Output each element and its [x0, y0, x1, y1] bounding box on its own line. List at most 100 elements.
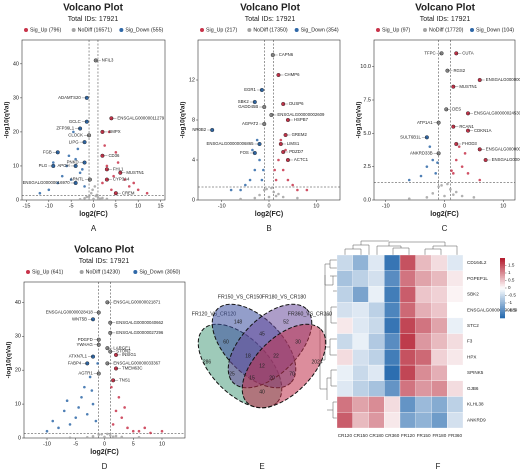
row-dendrogram: [319, 275, 337, 419]
heatmap-cell: [384, 380, 401, 397]
legend-swatch: [133, 270, 138, 274]
x-tick-label: 10: [159, 441, 165, 447]
annotation-label: CHMP6: [284, 72, 300, 77]
annotation-label: ENSGALG00000033367: [113, 361, 161, 366]
data-point: [281, 195, 285, 199]
x-tick-label: 5: [132, 441, 135, 447]
annotation-label: CD36: [108, 153, 120, 158]
x-tick-label: -15: [22, 203, 30, 209]
data-point: [110, 188, 113, 192]
data-point: [120, 435, 124, 439]
data-point: [123, 406, 126, 409]
x-tick-label: -10: [43, 441, 51, 447]
row-label: HPX: [467, 354, 476, 359]
y-tick-label: 20: [15, 368, 21, 374]
annotation-label: PDGFD: [78, 337, 93, 342]
data-point: [100, 432, 103, 436]
data-point: [145, 191, 149, 195]
annotation-label: MUSTN1: [126, 170, 144, 175]
data-point: [65, 164, 68, 168]
data-point: [431, 192, 435, 195]
data-point: [96, 195, 100, 199]
colorbar-label: -1: [508, 300, 513, 305]
heatmap-cell: [399, 364, 416, 381]
venn-count: 18: [245, 353, 251, 359]
heatmap-cell: [447, 254, 464, 271]
heatmap-cell: [336, 396, 353, 413]
data-point: [437, 185, 440, 188]
data-point: [267, 195, 271, 199]
annotation-label: LARGE1: [113, 345, 131, 350]
data-point: [97, 433, 101, 436]
heatmap-cell: [368, 302, 385, 319]
annotation-label: YWHAG: [77, 342, 94, 347]
heatmap-cell: [447, 364, 464, 381]
data-point: [105, 164, 109, 168]
data-point: [96, 362, 99, 365]
colorbar-step: [500, 278, 505, 281]
annotation-label: CYP3A4: [113, 177, 130, 182]
row-label: STC2: [467, 323, 479, 328]
colorbar-step: [500, 270, 505, 273]
plot-frame: [197, 39, 341, 201]
data-point: [93, 185, 97, 188]
data-point: [137, 436, 141, 439]
y-tick-label: 8: [192, 117, 195, 123]
heatmap-cell: [431, 396, 448, 413]
heatmap-cell: [368, 364, 385, 381]
data-point: [434, 172, 437, 175]
data-point: [281, 168, 285, 172]
y-tick-label: 10: [13, 163, 19, 169]
venn-count: 25: [229, 371, 235, 377]
colorbar-step: [500, 272, 505, 275]
venn-count: 30: [295, 339, 301, 345]
heatmap-cell: [431, 270, 448, 287]
colorbar-step: [500, 294, 505, 297]
data-point: [78, 171, 82, 175]
column-label: FR150: [417, 433, 431, 438]
heatmap-cell: [447, 317, 464, 334]
heatmap-cell: [352, 302, 369, 319]
data-point: [101, 196, 104, 200]
venn-count: 2024: [311, 359, 322, 365]
heatmap-cell: [368, 317, 385, 334]
colorbar-step: [500, 316, 505, 319]
legend-label: NoDiff (14230): [86, 269, 121, 275]
x-tick-label: 0: [443, 203, 446, 209]
chart-subtitle: Total IDs: 17921: [420, 16, 471, 23]
annotation-label: AGTR1: [78, 371, 93, 376]
data-point: [160, 429, 164, 433]
annotation-label: RGS2: [453, 68, 465, 73]
legend-swatch: [247, 28, 252, 32]
legend-label: NoDiff (17720): [429, 27, 464, 33]
annotation-label: ATP1A1: [417, 120, 433, 125]
heatmap-cell: [399, 349, 416, 366]
heatmap-cell: [368, 412, 385, 429]
data-point: [284, 148, 287, 152]
annotation-label: TNS1: [119, 377, 131, 382]
data-point: [95, 193, 99, 197]
data-point: [105, 197, 109, 201]
data-point: [452, 172, 455, 175]
data-point: [51, 419, 55, 423]
annotation-label: CDKN1A: [474, 128, 492, 133]
data-point: [466, 172, 470, 175]
venn-count: 148: [234, 319, 243, 325]
heatmap-cell: [399, 286, 416, 303]
colorbar-step: [500, 310, 505, 313]
data-point: [114, 409, 118, 413]
chart-title: Volcano Plot: [415, 3, 475, 14]
legend-label: Sig_Down (3050): [139, 269, 180, 275]
venn-count: 40: [259, 389, 265, 395]
y-tick-label: 12: [189, 77, 195, 83]
data-point: [239, 188, 242, 192]
heatmap-cell: [336, 333, 353, 350]
heatmap-cell: [415, 254, 432, 271]
chart-subtitle: Total IDs: 17921: [68, 16, 119, 23]
annotation-label: ENSGALG00000028418: [46, 310, 94, 315]
panel-letter: F: [436, 462, 441, 471]
heatmap-cell: [384, 349, 401, 366]
x-tick-label: 10: [500, 203, 506, 209]
data-point: [89, 191, 93, 195]
heatmap-cell: [447, 380, 464, 397]
